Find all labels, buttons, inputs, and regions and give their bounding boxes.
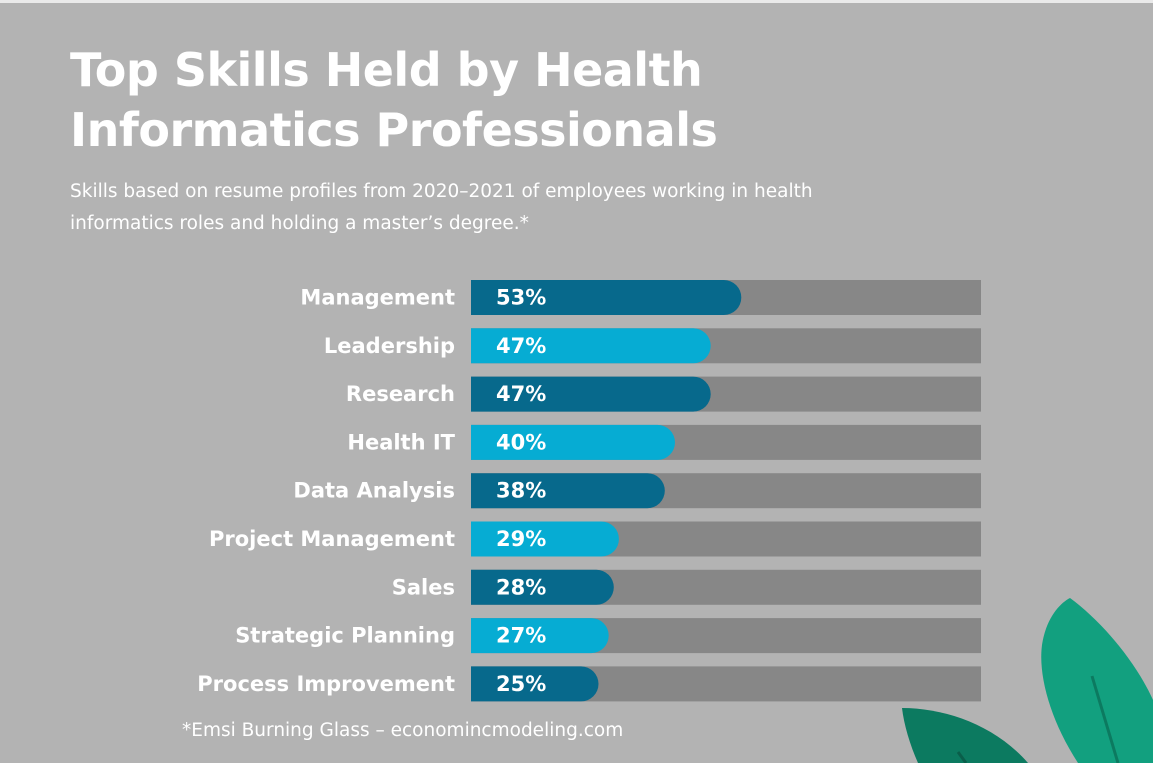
category-label: Strategic Planning (235, 624, 455, 648)
bar (471, 569, 614, 605)
bar (471, 521, 619, 557)
category-label: Research (346, 382, 455, 406)
leaf-vein-small (956, 751, 968, 763)
bar (471, 473, 665, 509)
data-label: 28% (496, 575, 546, 599)
category-label: Project Management (209, 527, 455, 551)
data-label: 38% (496, 479, 546, 503)
bar (471, 376, 711, 412)
data-label: 47% (496, 382, 546, 406)
data-label: 25% (496, 672, 546, 696)
leaf-vein (1090, 675, 1120, 763)
data-label: 29% (496, 527, 546, 551)
bar (471, 424, 675, 460)
leaf-icon-large (1041, 598, 1153, 763)
data-label: 53% (496, 286, 546, 310)
chart-subtitle: Skills based on resume profiles from 202… (70, 181, 813, 234)
category-label: Health IT (347, 430, 455, 454)
chart-title: Top Skills Held by Health Informatics Pr… (70, 43, 718, 157)
data-label: 47% (496, 334, 546, 358)
source-footnote: *Emsi Burning Glass – economincmodeling.… (182, 720, 624, 741)
category-label: Leadership (324, 334, 455, 358)
top-border (0, 0, 1153, 3)
bar (471, 328, 711, 364)
bar (471, 618, 609, 654)
category-label: Data Analysis (293, 479, 455, 503)
bar (471, 666, 599, 702)
leaf-icon-small (902, 708, 1028, 763)
category-label: Sales (392, 575, 455, 599)
category-label: Management (300, 286, 455, 310)
data-label: 40% (496, 430, 546, 454)
data-label: 27% (496, 624, 546, 648)
category-label: Process Improvement (197, 672, 455, 696)
bar (471, 280, 742, 315)
